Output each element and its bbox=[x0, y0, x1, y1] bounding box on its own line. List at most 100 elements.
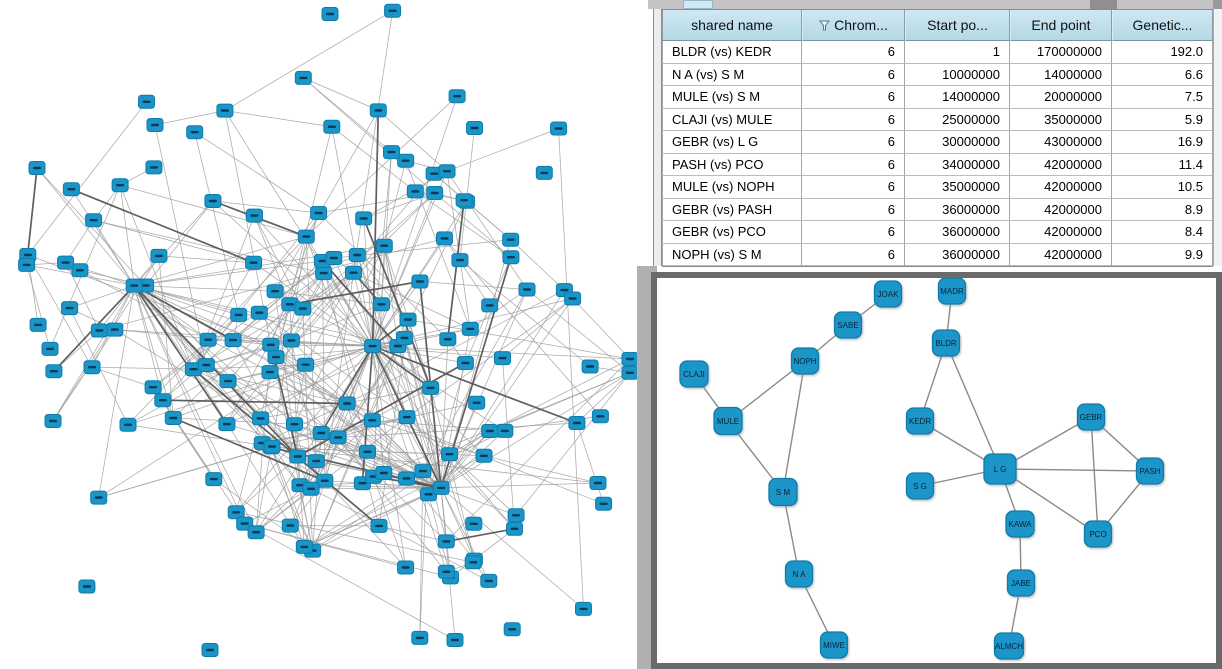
network-edge[interactable] bbox=[440, 328, 471, 488]
network-edge[interactable] bbox=[440, 487, 456, 641]
network-edge[interactable] bbox=[93, 219, 324, 274]
network-edge[interactable] bbox=[407, 319, 631, 360]
network-node[interactable] bbox=[383, 145, 400, 160]
network-node[interactable] bbox=[295, 539, 313, 554]
network-node-SG[interactable]: S G bbox=[905, 472, 935, 500]
network-edge[interactable] bbox=[356, 254, 408, 418]
network-node[interactable] bbox=[85, 213, 103, 228]
network-edge[interactable] bbox=[311, 487, 442, 490]
table-row[interactable]: GEBR (vs) L G 6 30000000 43000000 16.9 bbox=[662, 131, 1213, 154]
column-header-chrom-[interactable]: Chrom... bbox=[802, 10, 905, 41]
network-edge[interactable] bbox=[440, 430, 506, 489]
network-edge[interactable] bbox=[27, 254, 93, 368]
network-edge[interactable] bbox=[338, 422, 577, 438]
network-edge[interactable] bbox=[363, 218, 373, 347]
network-edge[interactable] bbox=[162, 399, 348, 405]
network-edge[interactable] bbox=[502, 298, 573, 359]
network-edge[interactable] bbox=[98, 446, 273, 498]
network-edge[interactable] bbox=[444, 238, 601, 417]
network-node[interactable] bbox=[186, 125, 204, 140]
network-node[interactable] bbox=[595, 496, 613, 511]
network-edge[interactable] bbox=[99, 285, 135, 331]
network-node[interactable] bbox=[411, 274, 429, 289]
network-node[interactable] bbox=[448, 89, 466, 104]
network-edge[interactable] bbox=[236, 511, 474, 563]
network-node[interactable] bbox=[456, 356, 474, 370]
network-edge[interactable] bbox=[440, 487, 475, 560]
network-edge[interactable] bbox=[440, 239, 512, 489]
network-edge[interactable] bbox=[353, 10, 393, 273]
network-node[interactable] bbox=[481, 424, 499, 438]
network-edge[interactable] bbox=[207, 262, 254, 340]
network-node[interactable] bbox=[397, 153, 415, 168]
network-edge[interactable] bbox=[422, 289, 528, 472]
column-header-shared-name[interactable]: shared name bbox=[662, 10, 802, 41]
network-node[interactable] bbox=[420, 487, 437, 502]
network-edge[interactable] bbox=[297, 362, 466, 458]
network-node[interactable] bbox=[125, 278, 143, 293]
network-edge[interactable] bbox=[415, 191, 512, 258]
network-node-JABE[interactable]: JABE bbox=[1006, 569, 1036, 597]
table-row[interactable]: CLAJI (vs) MULE 6 25000000 35000000 5.9 bbox=[662, 108, 1213, 131]
network-node-KEDR[interactable]: KEDR bbox=[905, 407, 935, 435]
network-node[interactable] bbox=[310, 206, 328, 220]
network-node[interactable] bbox=[44, 414, 62, 428]
column-header-genetic-[interactable]: Genetic... bbox=[1112, 10, 1213, 41]
network-edge[interactable] bbox=[302, 192, 435, 309]
network-node-NOPH[interactable]: NOPH bbox=[790, 347, 820, 375]
network-node[interactable] bbox=[219, 374, 237, 389]
table-row[interactable]: N A (vs) S M 6 10000000 14000000 6.6 bbox=[662, 63, 1213, 86]
network-edge[interactable] bbox=[337, 387, 431, 438]
table-row[interactable]: NOPH (vs) S M 6 36000000 42000000 9.9 bbox=[662, 243, 1213, 266]
network-edge[interactable] bbox=[127, 424, 273, 447]
network-edge[interactable] bbox=[372, 238, 445, 347]
network-edge[interactable] bbox=[310, 488, 489, 582]
network-node[interactable] bbox=[363, 413, 381, 428]
network-edge[interactable] bbox=[154, 124, 207, 366]
network-node[interactable] bbox=[426, 186, 444, 200]
network-edge[interactable] bbox=[372, 345, 466, 364]
network-edge[interactable] bbox=[312, 345, 399, 551]
network-edge[interactable] bbox=[194, 132, 240, 315]
network-node[interactable] bbox=[145, 160, 163, 175]
network-edge[interactable] bbox=[303, 437, 339, 548]
network-node[interactable] bbox=[406, 184, 424, 199]
network-edge[interactable] bbox=[271, 447, 313, 551]
network-node[interactable] bbox=[384, 3, 402, 18]
network-node[interactable] bbox=[502, 232, 520, 247]
network-edge[interactable] bbox=[378, 525, 447, 542]
network-edge[interactable] bbox=[321, 260, 399, 347]
network-node[interactable] bbox=[395, 331, 413, 345]
network-edge[interactable] bbox=[372, 345, 485, 457]
network-node[interactable] bbox=[18, 257, 36, 272]
network-edge[interactable] bbox=[193, 369, 305, 548]
network-node[interactable] bbox=[106, 322, 124, 337]
network-node[interactable] bbox=[323, 119, 341, 134]
network-node-SM[interactable]: S M bbox=[768, 477, 798, 507]
network-edge[interactable] bbox=[346, 289, 565, 404]
network-edge[interactable] bbox=[133, 200, 214, 286]
network-node-CLAJI[interactable]: CLAJI bbox=[679, 360, 709, 388]
network-edge[interactable] bbox=[440, 430, 490, 489]
network-edge[interactable] bbox=[26, 264, 51, 350]
network-edge-GEBR-PCO[interactable] bbox=[1090, 416, 1099, 535]
network-edge[interactable] bbox=[449, 453, 515, 530]
column-header-start-po-[interactable]: Start po... bbox=[905, 10, 1010, 41]
network-edge[interactable] bbox=[459, 259, 591, 367]
network-node[interactable] bbox=[144, 380, 162, 395]
network-edge[interactable] bbox=[212, 200, 319, 214]
network-edge[interactable] bbox=[419, 387, 432, 638]
network-node[interactable] bbox=[28, 161, 46, 175]
network-node[interactable] bbox=[297, 357, 315, 372]
network-node[interactable] bbox=[263, 439, 281, 454]
network-node[interactable] bbox=[355, 211, 373, 226]
network-node[interactable] bbox=[518, 282, 536, 297]
network-edge[interactable] bbox=[213, 478, 313, 551]
network-node[interactable] bbox=[535, 165, 553, 180]
network-node[interactable] bbox=[325, 251, 343, 265]
network-node[interactable] bbox=[281, 518, 299, 533]
network-node[interactable] bbox=[564, 291, 582, 306]
network-edge[interactable] bbox=[428, 362, 466, 495]
network-edge[interactable] bbox=[383, 372, 631, 474]
network-edge[interactable] bbox=[244, 488, 312, 524]
